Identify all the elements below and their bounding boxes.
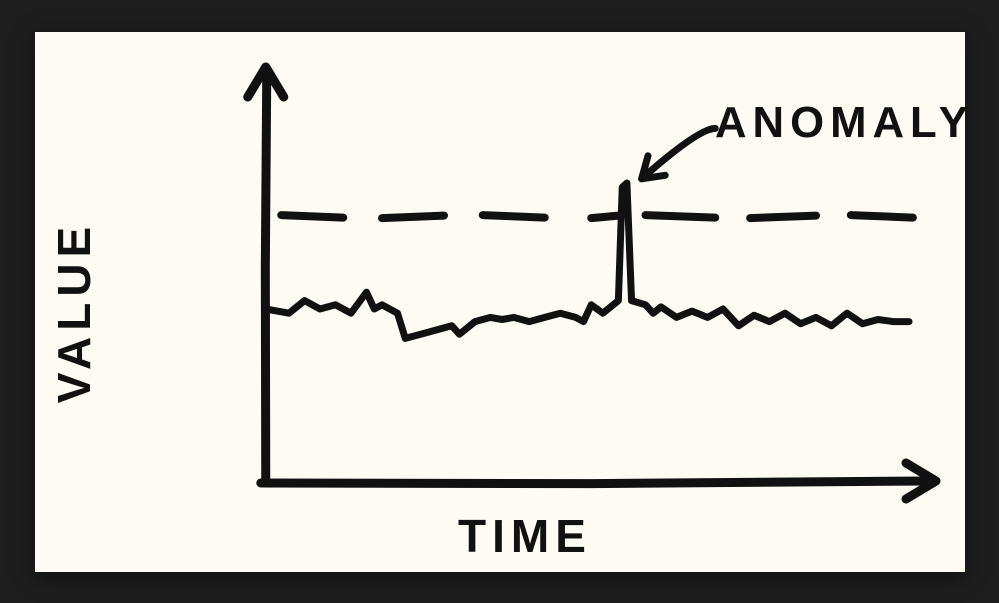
threshold-dash [591, 215, 618, 218]
x-axis [260, 481, 927, 484]
chart-canvas: VALUE TIME ANOMALY [35, 32, 965, 572]
threshold-dash [382, 215, 444, 218]
threshold-dash [281, 215, 343, 218]
threshold-dash [750, 215, 816, 218]
annotation-arrow-icon [641, 128, 715, 178]
threshold-dashed-line [281, 215, 913, 218]
threshold-dash [645, 215, 715, 218]
y-axis-label: VALUE [48, 220, 100, 403]
anomaly-annotation-label: ANOMALY [715, 98, 965, 147]
y-axis [265, 75, 266, 483]
data-series-line [265, 183, 908, 338]
sketch-svg: VALUE TIME ANOMALY [35, 32, 965, 572]
threshold-dash [850, 215, 912, 218]
x-axis-label: TIME [458, 510, 592, 562]
threshold-dash [482, 215, 544, 218]
